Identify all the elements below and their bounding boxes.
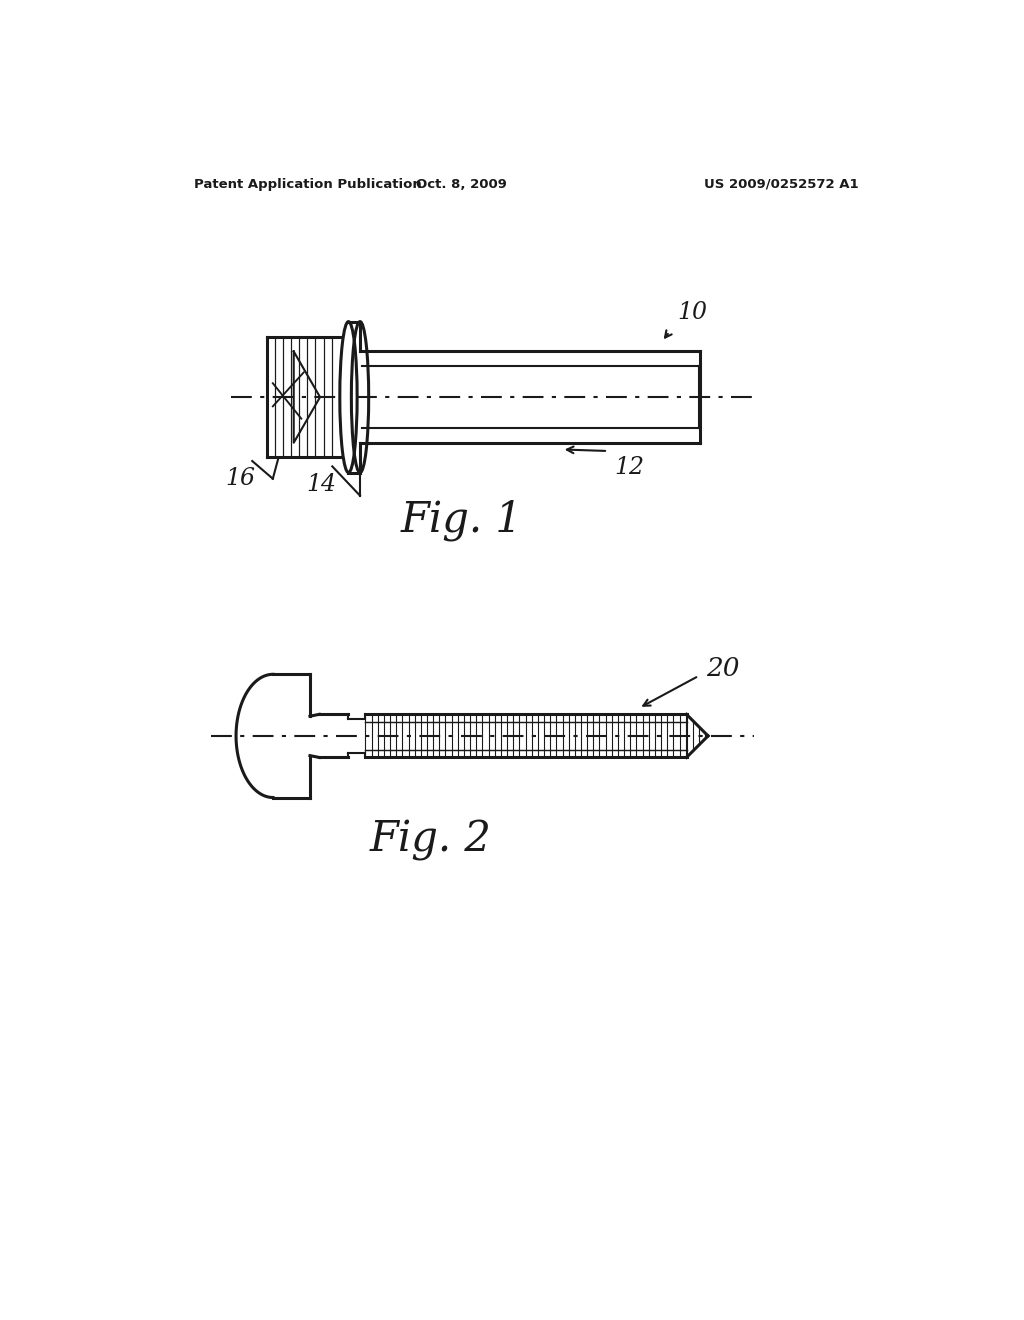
Ellipse shape: [340, 322, 357, 473]
Text: Fig. 2: Fig. 2: [370, 818, 492, 861]
Text: Patent Application Publication: Patent Application Publication: [194, 178, 422, 190]
Text: US 2009/0252572 A1: US 2009/0252572 A1: [703, 178, 858, 190]
Text: 10: 10: [677, 301, 708, 323]
Text: 14: 14: [306, 473, 337, 495]
Text: 20: 20: [707, 656, 740, 681]
Text: 12: 12: [614, 455, 644, 479]
Text: Oct. 8, 2009: Oct. 8, 2009: [416, 178, 507, 190]
Text: 16: 16: [225, 467, 255, 490]
Text: Fig. 1: Fig. 1: [400, 499, 522, 541]
